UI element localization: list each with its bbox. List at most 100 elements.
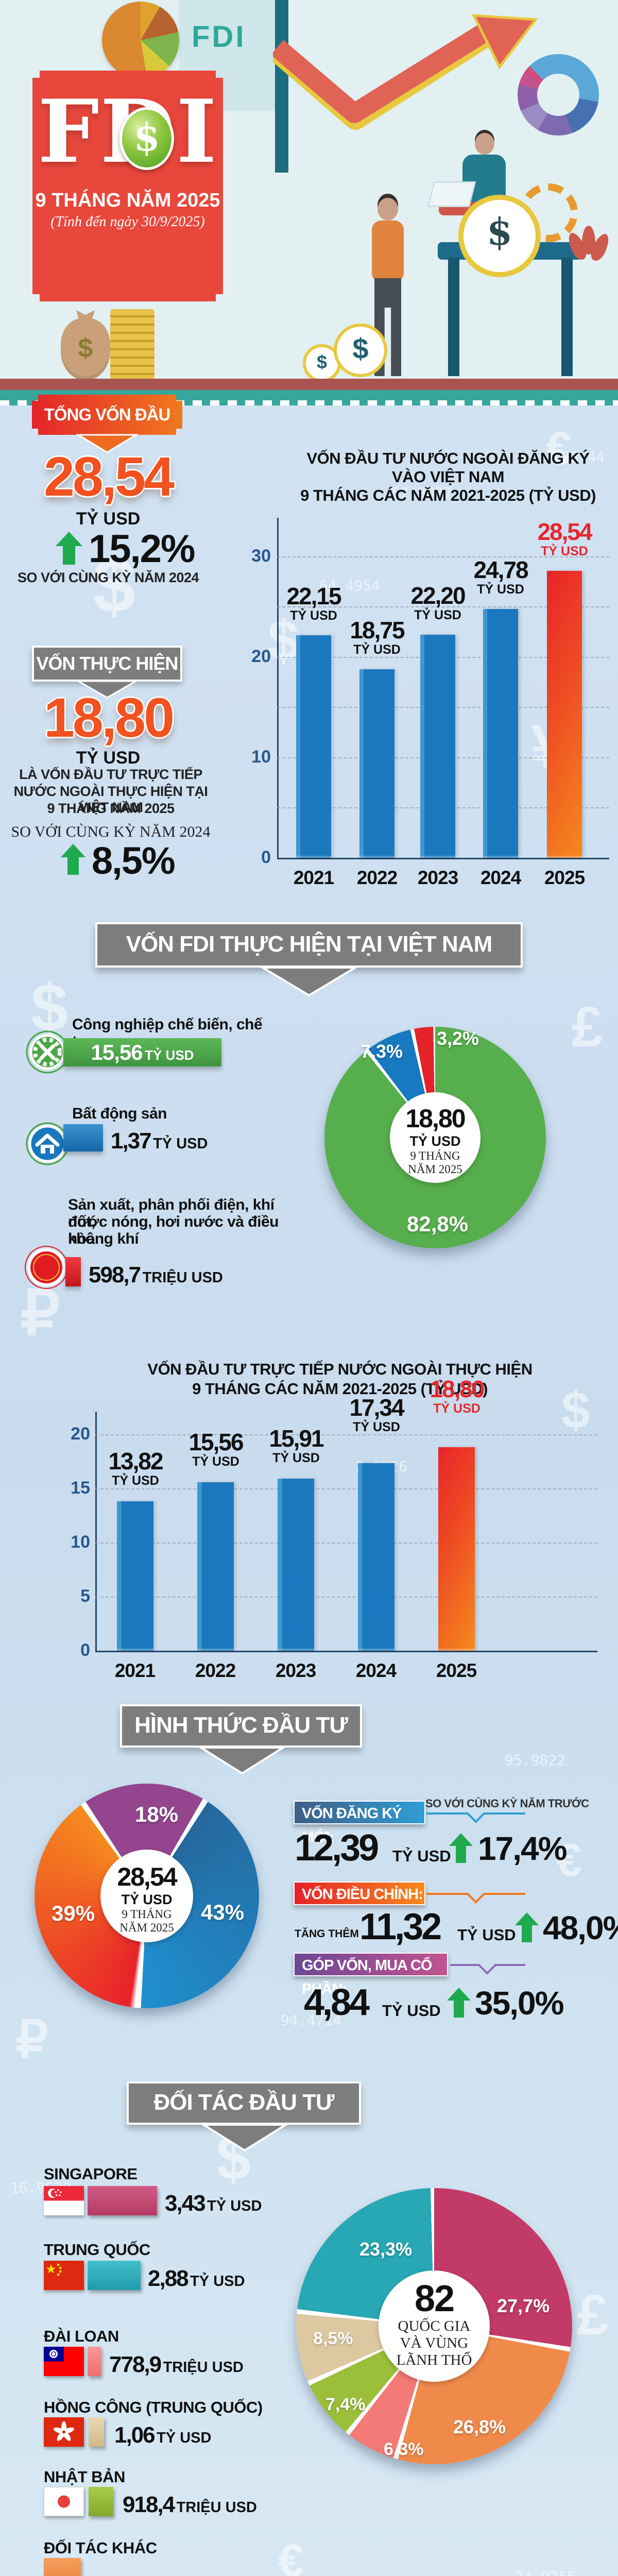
- person-standing-icon: [377, 198, 398, 221]
- sectors-pie-label-green: 82,8%: [407, 1212, 469, 1236]
- chart2-bar-2024: [358, 1463, 394, 1651]
- partner-value-row: 3,43 TỶ USD: [165, 2191, 262, 2216]
- chart2-ytick: 20: [71, 1424, 90, 1444]
- sector3-label-line3: không khí: [68, 1230, 139, 1247]
- stat3-unit: TỶ USD: [382, 2002, 441, 2020]
- partner-unit: TỶ USD: [157, 2430, 212, 2446]
- number-watermark: 95.9822: [505, 1752, 566, 1769]
- chart1-bar-2025: [547, 571, 582, 858]
- sectors-pie-center-value: 18,80: [405, 1104, 466, 1133]
- chart2-year: 2025: [436, 1660, 477, 1681]
- bracket-blue: [426, 1812, 525, 1823]
- dollar-coin-icon: $: [458, 195, 541, 277]
- sector2-value: 1,37: [111, 1128, 152, 1154]
- forms-pie-center-period1: 9 THÁNG: [122, 1908, 172, 1921]
- china-flag-icon: [44, 2261, 84, 2290]
- sector3-label-line1: Sản xuất, phân phối điện, khí đốt,: [68, 1196, 274, 1230]
- currency-watermark: €: [278, 2535, 304, 2576]
- banner-investment-partners: ĐỐI TÁC ĐẦU TƯ: [127, 2081, 361, 2125]
- stat2-value: 11,32: [359, 1906, 442, 1947]
- sector2-bar: [63, 1124, 103, 1151]
- currency-watermark: £: [572, 995, 604, 1059]
- badge-coin-icon: $: [119, 107, 174, 170]
- chart1-year: 2022: [356, 867, 398, 888]
- header-illustration: FDI $ $ $ $ FDI $ 9: [0, 0, 618, 390]
- sector3-value: 598,7: [89, 1262, 141, 1287]
- up-arrow-icon: [515, 1912, 539, 1942]
- realized-value: 18,80: [43, 686, 175, 749]
- chart2-value-label: 15,91 TỶ USD: [269, 1425, 324, 1465]
- ribbon-realized-capital: VỐN THỰC HIỆN: [32, 646, 182, 682]
- partner-unit: TRIỆU USD: [176, 2499, 257, 2516]
- chart1-bar-2023: [420, 635, 455, 858]
- growth-arrow-icon: [273, 14, 538, 130]
- electricity-sector-icon: [25, 1246, 68, 1289]
- forms-pie-center: 28,54 TỶ USD 9 THÁNG NĂM 2025: [100, 1850, 193, 1942]
- header-floor: [0, 379, 618, 390]
- chart1-year: 2025: [544, 867, 585, 888]
- chart2-year: 2024: [355, 1660, 397, 1681]
- partner-value: 2,88: [148, 2266, 189, 2291]
- page-date-note: (Tính đến ngày 30/9/2025): [50, 214, 205, 230]
- partner-bar-taiwan: [88, 2347, 101, 2376]
- sectors-pie-center: 18,80 TỶ USD 9 THÁNG NĂM 2025: [390, 1092, 480, 1183]
- ribbon-total-investment: TỔNG VỐN ĐẦU TƯ: [32, 395, 182, 435]
- bench-leg: [561, 258, 573, 376]
- chart2-ytick: 0: [80, 1640, 90, 1660]
- partners-pie-center-line2: QUỐC GIA: [398, 2318, 471, 2334]
- partners-pie-center-value: 82: [414, 2278, 455, 2319]
- total-unit: TỶ USD: [76, 509, 141, 529]
- chart2-ytick: 10: [71, 1532, 90, 1552]
- chart2-title-line1: VỐN ĐẦU TƯ TRỰC TIẾP NƯỚC NGOÀI THỰC HIỆ…: [147, 1360, 533, 1378]
- manufacturing-gear-icon: [26, 1030, 69, 1074]
- partner-value-row: 2,88 TỶ USD: [148, 2266, 245, 2292]
- stat3-value: 4,84: [304, 1982, 370, 2023]
- partner-name: SINGAPORE: [44, 2165, 138, 2183]
- partners-pie-label-hongkong: 8,5%: [313, 2329, 353, 2348]
- chart1-ytick: 10: [251, 747, 271, 767]
- chart2-bar-2023: [278, 1479, 314, 1651]
- total-value: 28,54: [43, 445, 175, 507]
- chart2-value-label-highlight: 18,80 TỶ USD: [430, 1376, 485, 1416]
- chart2-ytick: 5: [80, 1586, 90, 1606]
- person-standing-body: [372, 221, 404, 282]
- laptop-icon: [427, 181, 476, 207]
- bracket-orange: [426, 1893, 525, 1904]
- banner-arrow-down-icon: [201, 2124, 288, 2152]
- coin-icon: $: [334, 324, 387, 377]
- ribbon-new-registered: VỐN ĐĂNG KÝ MỚI:: [294, 1801, 425, 1845]
- partner-value: 3,43: [165, 2191, 206, 2216]
- chart2-year: 2023: [275, 1660, 316, 1681]
- partner-value: 778,9: [109, 2352, 162, 2377]
- taiwan-flag-icon: [44, 2347, 84, 2376]
- sector3-value-row: 598,7 TRIỆU USD: [89, 1262, 223, 1288]
- realized-change: 8,5%: [92, 839, 176, 882]
- sector1-bar: 15,56 TỶ USD: [63, 1038, 221, 1066]
- chart1-ytick: 30: [251, 546, 271, 566]
- sector2-unit: TỶ USD: [153, 1136, 208, 1152]
- chart2-year: 2021: [114, 1660, 156, 1681]
- chart1-bar-2021: [296, 635, 331, 858]
- up-arrow-icon: [61, 844, 85, 875]
- partners-pie-label-singapore: 27,7%: [497, 2295, 550, 2316]
- currency-watermark: ₽: [15, 2011, 48, 2069]
- ribbon-arrow-down-icon: [76, 680, 138, 699]
- currency-watermark: £: [577, 2283, 609, 2347]
- partner-name: ĐÀI LOAN: [44, 2327, 119, 2345]
- header-donut-decoration: [518, 54, 599, 135]
- ribbon-arrow-down-icon: [76, 434, 138, 453]
- sectors-pie-center-unit: TỶ USD: [409, 1133, 461, 1149]
- up-arrow-icon: [447, 1988, 471, 2018]
- partners-pie-label-china: 23,3%: [359, 2239, 413, 2260]
- forms-pie-label-blue: 43%: [201, 1900, 245, 1924]
- chart1-year: 2021: [293, 867, 334, 888]
- chart1-year: 2023: [417, 867, 458, 888]
- stat1-value: 12,39: [295, 1827, 379, 1869]
- realized-desc-1: LÀ VỐN ĐẦU TƯ TRỰC TIẾP: [19, 767, 202, 782]
- realized-desc-2: NƯỚC NGOÀI THỰC HIỆN TẠI VIỆT NAM: [13, 784, 208, 815]
- stat2-change: 48,0%: [543, 1909, 618, 1946]
- partner-unit: TỶ USD: [207, 2198, 262, 2214]
- partner-name: NHẬT BẢN: [44, 2468, 125, 2486]
- chart2-bar-2021: [117, 1501, 153, 1651]
- chart2-bar-2025: [438, 1447, 475, 1651]
